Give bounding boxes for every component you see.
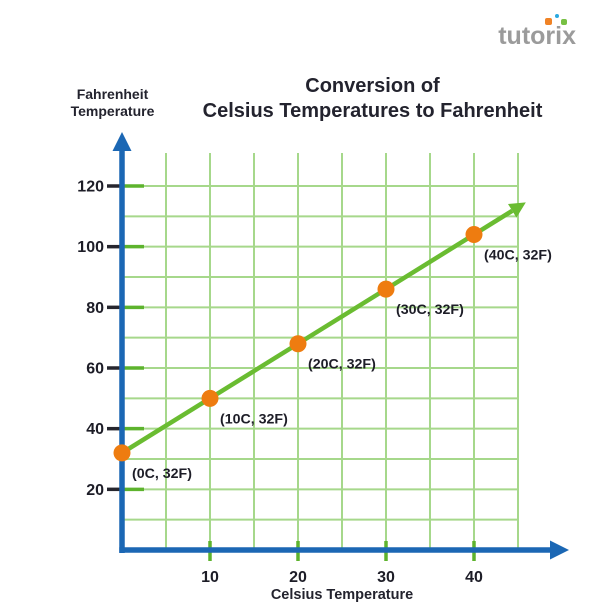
data-point-label: (20C, 32F) xyxy=(308,357,376,373)
chart-title: Conversion of Celsius Temperatures to Fa… xyxy=(150,74,595,124)
data-point xyxy=(289,335,307,353)
x-tick-label: 30 xyxy=(377,569,395,586)
data-point xyxy=(465,226,483,244)
logo-dot-blue-icon xyxy=(555,14,560,18)
y-axis-title-line1: Fahrenheit xyxy=(76,86,149,102)
data-point xyxy=(113,444,131,462)
data-point-label: (10C, 32F) xyxy=(220,411,288,427)
data-point-label: (0C, 32F) xyxy=(132,466,192,482)
x-axis-arrow-icon xyxy=(550,540,569,560)
y-tick-label: 20 xyxy=(86,482,104,499)
y-axis-title: Fahrenheit Temperature xyxy=(45,86,180,120)
chart-title-line1: Conversion of xyxy=(305,75,440,97)
x-tick-label: 10 xyxy=(201,569,219,586)
data-point-label: (30C, 32F) xyxy=(396,302,464,318)
y-tick-label: 60 xyxy=(86,361,104,378)
x-tick-label: 40 xyxy=(465,569,483,586)
data-line-arrow-icon xyxy=(508,202,526,218)
y-tick-label: 120 xyxy=(77,179,104,196)
chart-title-line2: Celsius Temperatures to Fahrenheit xyxy=(202,100,543,122)
data-point-label: (40C, 32F) xyxy=(484,248,552,264)
y-axis-arrow-icon xyxy=(112,132,132,151)
y-tick-label: 100 xyxy=(77,239,104,256)
logo-dot-orange-icon xyxy=(545,18,553,25)
data-point xyxy=(201,389,219,407)
x-tick-label: 20 xyxy=(289,569,307,586)
logo-dot-green-icon xyxy=(561,19,568,25)
y-tick-label: 80 xyxy=(86,300,104,317)
y-tick-label: 40 xyxy=(86,421,104,438)
y-axis-title-line2: Temperature xyxy=(70,103,155,119)
data-point xyxy=(377,280,395,298)
data-line xyxy=(120,208,514,455)
x-axis-title: Celsius Temperature xyxy=(270,587,414,603)
brand-logo: tutorix xyxy=(498,14,576,50)
logo-text: tutorix xyxy=(498,22,576,50)
